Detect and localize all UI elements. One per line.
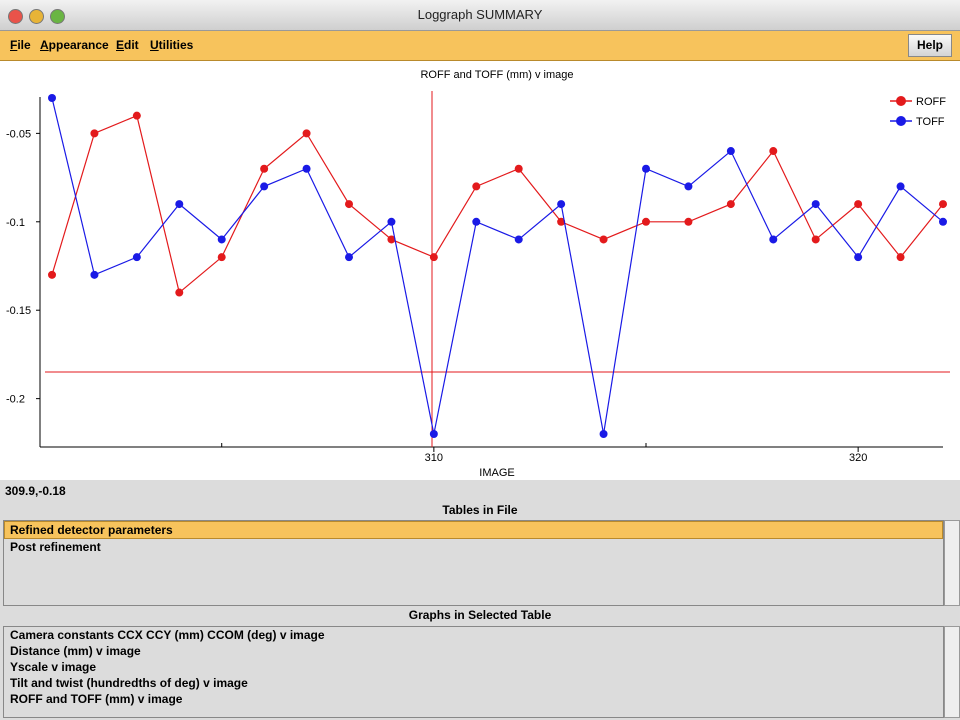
- data-point: [132, 253, 141, 262]
- data-point: [896, 253, 905, 262]
- data-point: [472, 182, 481, 191]
- data-point: [939, 200, 947, 209]
- list-item[interactable]: Camera constants CCX CCY (mm) CCOM (deg)…: [10, 628, 325, 642]
- y-tick-label: -0.15: [6, 305, 31, 317]
- list-item[interactable]: Tilt and twist (hundredths of deg) v ima…: [10, 676, 248, 690]
- list-item[interactable]: Refined detector parameters: [4, 521, 943, 539]
- data-point: [132, 111, 141, 120]
- zoom-button[interactable]: [50, 9, 65, 24]
- data-point: [345, 200, 353, 209]
- data-point: [642, 164, 650, 173]
- y-tick-label: -0.2: [6, 394, 25, 406]
- data-point: [811, 200, 820, 209]
- data-point: [48, 270, 56, 279]
- y-tick-label: -0.05: [6, 128, 31, 140]
- x-axis-label: IMAGE: [479, 467, 514, 479]
- data-point: [684, 182, 693, 191]
- data-point: [599, 430, 608, 438]
- y-tick-label: -0.1: [6, 217, 25, 229]
- title-bar: Loggraph SUMMARY: [0, 0, 960, 31]
- data-point: [599, 235, 608, 244]
- status-text: 309.9,-0.18: [5, 484, 66, 498]
- scrollbar[interactable]: [944, 626, 960, 718]
- scrollbar[interactable]: [944, 520, 960, 606]
- menu-item[interactable]: Appearance: [40, 38, 109, 52]
- list-item[interactable]: ROFF and TOFF (mm) v image: [10, 692, 183, 706]
- series-line: [51, 97, 944, 435]
- data-point: [642, 217, 650, 226]
- data-point: [684, 217, 693, 226]
- list-item[interactable]: Post refinement: [10, 540, 101, 554]
- minimize-button[interactable]: [29, 9, 44, 24]
- data-point: [90, 129, 99, 138]
- menu-bar: File Appearance Edit Utilities Help: [0, 31, 960, 61]
- list-item[interactable]: Distance (mm) v image: [10, 644, 141, 658]
- data-point: [175, 200, 184, 209]
- data-point: [769, 147, 778, 156]
- data-point: [90, 270, 99, 279]
- legend-label: TOFF: [916, 116, 945, 128]
- legend-dot: [896, 116, 906, 126]
- data-point: [811, 235, 820, 244]
- data-point: [175, 288, 184, 297]
- series-line: [51, 114, 944, 294]
- data-point: [726, 200, 735, 209]
- data-point: [769, 235, 778, 244]
- data-point: [514, 164, 523, 173]
- graphs-list: Camera constants CCX CCY (mm) CCOM (deg)…: [3, 626, 944, 718]
- graphs-heading: Graphs in Selected Table: [408, 608, 552, 622]
- data-point: [302, 164, 311, 173]
- data-point: [48, 94, 56, 102]
- legend-dot: [896, 96, 906, 106]
- data-point: [217, 253, 226, 262]
- data-point: [345, 253, 353, 262]
- data-point: [429, 430, 438, 438]
- data-point: [726, 147, 735, 156]
- data-point: [514, 235, 523, 244]
- help-button[interactable]: Help: [908, 34, 952, 57]
- tables-list: Refined detector parameters Post refineme…: [3, 520, 944, 606]
- legend-label: ROFF: [916, 96, 946, 108]
- close-button[interactable]: [8, 9, 23, 24]
- window-title: Loggraph SUMMARY: [417, 7, 543, 22]
- data-point: [260, 182, 269, 191]
- data-point: [260, 164, 269, 173]
- data-point: [896, 182, 905, 191]
- data-point: [557, 200, 566, 209]
- data-point: [302, 129, 311, 138]
- data-point: [557, 217, 566, 226]
- x-tick-label: 310: [425, 452, 443, 464]
- chart-title: ROFF and TOFF (mm) v image: [420, 69, 573, 81]
- data-point: [854, 253, 863, 262]
- menu-item[interactable]: Edit: [116, 38, 139, 52]
- data-point: [387, 235, 396, 244]
- data-point: [854, 200, 863, 209]
- chart: ROFF and TOFF (mm) v image IMAGE -0.05 -0…: [0, 61, 960, 480]
- tables-heading: Tables in File: [442, 503, 518, 517]
- data-point: [472, 217, 481, 226]
- data-point: [217, 235, 226, 244]
- data-point: [939, 217, 947, 226]
- data-point: [387, 217, 396, 226]
- x-tick-label: 320: [849, 452, 867, 464]
- menu-item[interactable]: File: [10, 38, 31, 52]
- menu-item[interactable]: Utilities: [150, 38, 194, 52]
- data-point: [429, 253, 438, 262]
- list-item[interactable]: Yscale v image: [10, 660, 97, 674]
